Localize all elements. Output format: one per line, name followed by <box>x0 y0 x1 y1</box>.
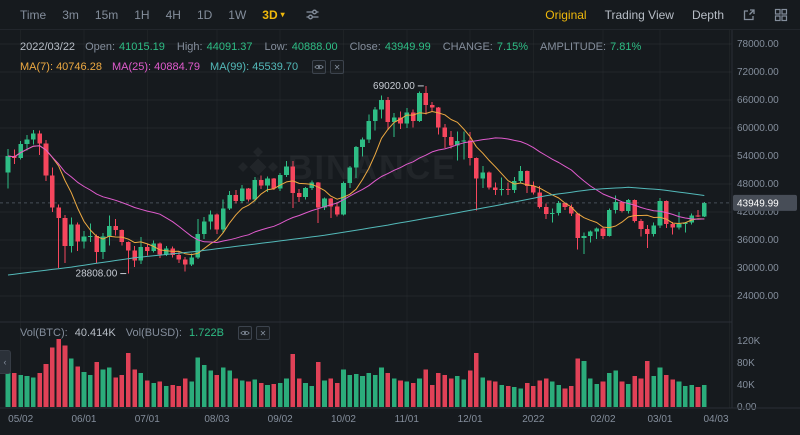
svg-text:48000.00: 48000.00 <box>737 179 779 190</box>
ma7-readout: MA(7): 40746.28 <box>20 61 102 73</box>
svg-text:80K: 80K <box>737 358 755 369</box>
close-icon: ✕ <box>259 328 267 338</box>
svg-text:10/02: 10/02 <box>331 414 356 425</box>
svg-text:02/02: 02/02 <box>591 414 616 425</box>
svg-text:72000.00: 72000.00 <box>737 67 779 78</box>
ma-visibility-toggle[interactable] <box>312 60 327 74</box>
fullscreen-icon[interactable] <box>742 8 756 22</box>
vol-busd-label: Vol(BUSD): <box>125 327 182 339</box>
svg-text:60000.00: 60000.00 <box>737 123 779 134</box>
open-label: Open: <box>85 41 116 53</box>
ohlc-info-bar: 2022/03/22 Open: 41015.19 High: 44091.37… <box>20 41 653 53</box>
svg-text:43949.99: 43949.99 <box>737 198 779 209</box>
indicator-settings-icon[interactable] <box>305 7 320 22</box>
tab-original[interactable]: Original <box>545 7 587 22</box>
vol-btc-value: 40.414K <box>74 327 116 339</box>
open-value: 41015.19 <box>119 41 165 53</box>
high-label: High: <box>176 41 203 53</box>
change-value: 7.15% <box>496 41 529 53</box>
ma25-value: 40884.79 <box>154 61 201 73</box>
svg-text:04/03: 04/03 <box>703 414 728 425</box>
candlestick-chart[interactable]: 78000.00 72000.00 66000.00 60000.00 54000.00… <box>0 30 800 435</box>
svg-text:11/01: 11/01 <box>395 414 420 425</box>
svg-text:05/02: 05/02 <box>8 414 33 425</box>
interval-3m[interactable]: 3m <box>62 7 79 22</box>
svg-text:69020.00: 69020.00 <box>373 81 415 92</box>
vol-btc-readout: Vol(BTC): 40.414K <box>20 327 116 339</box>
ma25-readout: MA(25): 40884.79 <box>112 61 200 73</box>
svg-text:06/01: 06/01 <box>71 414 96 425</box>
vol-busd-value: 1.722B <box>189 327 224 339</box>
vol-remove-button[interactable]: ✕ <box>255 326 270 340</box>
amplitude-value: 7.81% <box>610 41 642 53</box>
svg-text:08/03: 08/03 <box>204 414 229 425</box>
close-icon: ✕ <box>333 62 341 72</box>
eye-icon <box>240 330 250 336</box>
tab-trading-view[interactable]: Trading View <box>604 7 674 22</box>
low-label: Low: <box>264 41 288 53</box>
amplitude-label: AMPLITUDE: <box>540 41 607 53</box>
interval-selector: Time 3m 15m 1H 4H 1D 1W 3D ▾ <box>12 7 320 22</box>
interval-15m[interactable]: 15m <box>94 7 119 22</box>
svg-text:54000.00: 54000.00 <box>737 151 779 162</box>
vol-btc-label: Vol(BTC): <box>20 327 68 339</box>
interval-1w[interactable]: 1W <box>228 7 247 22</box>
svg-text:30000.00: 30000.00 <box>737 263 779 274</box>
chart-mode-tabs: Original Trading View Depth <box>545 8 788 22</box>
svg-text:36000.00: 36000.00 <box>737 235 779 246</box>
svg-text:09/02: 09/02 <box>268 414 293 425</box>
high-value: 44091.37 <box>206 41 253 53</box>
ma-remove-button[interactable]: ✕ <box>330 60 345 74</box>
ma7-label: MA(7): <box>20 61 53 73</box>
svg-text:12/01: 12/01 <box>458 414 483 425</box>
interval-4h[interactable]: 4H <box>165 7 181 22</box>
tab-depth[interactable]: Depth <box>691 7 724 22</box>
vol-busd-readout: Vol(BUSD): 1.722B <box>126 327 224 339</box>
low-value: 40888.00 <box>291 41 338 53</box>
ma99-readout: MA(99): 45539.70 <box>210 61 298 73</box>
svg-text:42000.00: 42000.00 <box>737 207 779 218</box>
svg-text:120K: 120K <box>737 336 761 347</box>
change-label: CHANGE: <box>442 41 493 53</box>
svg-text:24000.00: 24000.00 <box>737 291 779 302</box>
svg-text:07/01: 07/01 <box>135 414 160 425</box>
svg-text:78000.00: 78000.00 <box>737 39 779 50</box>
eye-icon <box>314 64 324 70</box>
close-value: 43949.99 <box>384 41 431 53</box>
interval-3d[interactable]: 3D ▾ <box>254 8 292 22</box>
svg-text:2022: 2022 <box>522 414 545 425</box>
volume-legend: Vol(BTC): 40.414K Vol(BUSD): 1.722B ✕ <box>20 326 270 340</box>
layout-grid-icon[interactable] <box>774 8 788 22</box>
chart-toolbar: Time 3m 15m 1H 4H 1D 1W 3D ▾ Original Tr… <box>0 0 800 30</box>
svg-text:66000.00: 66000.00 <box>737 95 779 106</box>
interval-time[interactable]: Time <box>20 7 47 22</box>
ma25-label: MA(25): <box>111 61 152 73</box>
svg-text:BINANCE: BINANCE <box>288 149 457 187</box>
close-label: Close: <box>349 41 381 53</box>
chart-area[interactable]: 78000.00 72000.00 66000.00 60000.00 54000.00… <box>0 30 800 435</box>
interval-1h[interactable]: 1H <box>134 7 150 22</box>
collapse-panel-button[interactable]: ‹ <box>0 350 11 374</box>
ma99-label: MA(99): <box>210 61 250 73</box>
ma-indicator-bar: MA(7): 40746.28 MA(25): 40884.79 MA(99):… <box>20 60 345 74</box>
svg-text:03/01: 03/01 <box>647 414 672 425</box>
ma99-value: 45539.70 <box>252 61 299 73</box>
interval-1d[interactable]: 1D <box>196 7 213 22</box>
ma7-value: 40746.28 <box>56 61 102 73</box>
svg-text:28808.00: 28808.00 <box>76 269 118 280</box>
chevron-down-icon: ▾ <box>280 10 285 19</box>
interval-3d-label: 3D <box>262 7 278 22</box>
vol-visibility-toggle[interactable] <box>237 326 252 340</box>
candle-date: 2022/03/22 <box>20 41 76 53</box>
svg-text:40K: 40K <box>737 380 755 391</box>
